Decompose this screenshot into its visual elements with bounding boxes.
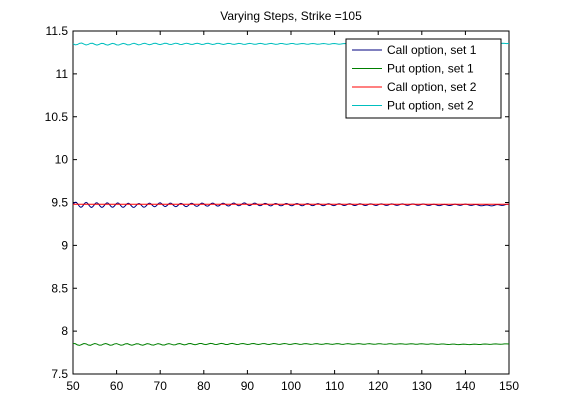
x-tick-label: 60	[110, 379, 124, 393]
y-tick-label: 9	[61, 238, 68, 252]
series-line-2	[72, 342, 510, 346]
y-tick-label: 10	[55, 153, 69, 167]
x-tick-label: 120	[368, 379, 388, 393]
x-tick-label: 90	[241, 379, 255, 393]
legend-label: Call option, set 2	[387, 80, 477, 94]
legend: Call option, set 1 Put option, set 1 Call …	[345, 38, 502, 119]
legend-label: Put option, set 1	[387, 62, 474, 76]
x-tick-label: 150	[499, 379, 519, 393]
y-tick-label: 11.5	[46, 24, 69, 38]
legend-label: Put option, set 2	[387, 99, 474, 113]
y-tick-label: 8	[61, 324, 68, 338]
y-tick-label: 7.5	[51, 367, 68, 381]
axis-ticks: 50 60 70 80 90 100 110 120 130 140 150 7.5 8 8.5 9 9.5 1…	[45, 24, 520, 393]
x-tick-label: 80	[197, 379, 211, 393]
x-tick-label: 140	[455, 379, 475, 393]
chart-title: Varying Steps, Strike =105	[220, 9, 362, 23]
x-tick-label: 70	[154, 379, 168, 393]
x-tick-label: 110	[325, 379, 344, 393]
series-line-1	[72, 201, 510, 208]
x-tick-label: 50	[66, 379, 80, 393]
y-tick-label: 8.5	[51, 281, 68, 295]
x-tick-label: 100	[281, 379, 301, 393]
y-tick-label: 9.5	[51, 196, 68, 210]
legend-box	[345, 38, 502, 119]
y-tick-label: 11	[56, 67, 69, 81]
legend-label: Call option, set 1	[387, 43, 477, 57]
x-tick-label: 130	[412, 379, 432, 393]
y-tick-label: 10.5	[45, 110, 69, 124]
